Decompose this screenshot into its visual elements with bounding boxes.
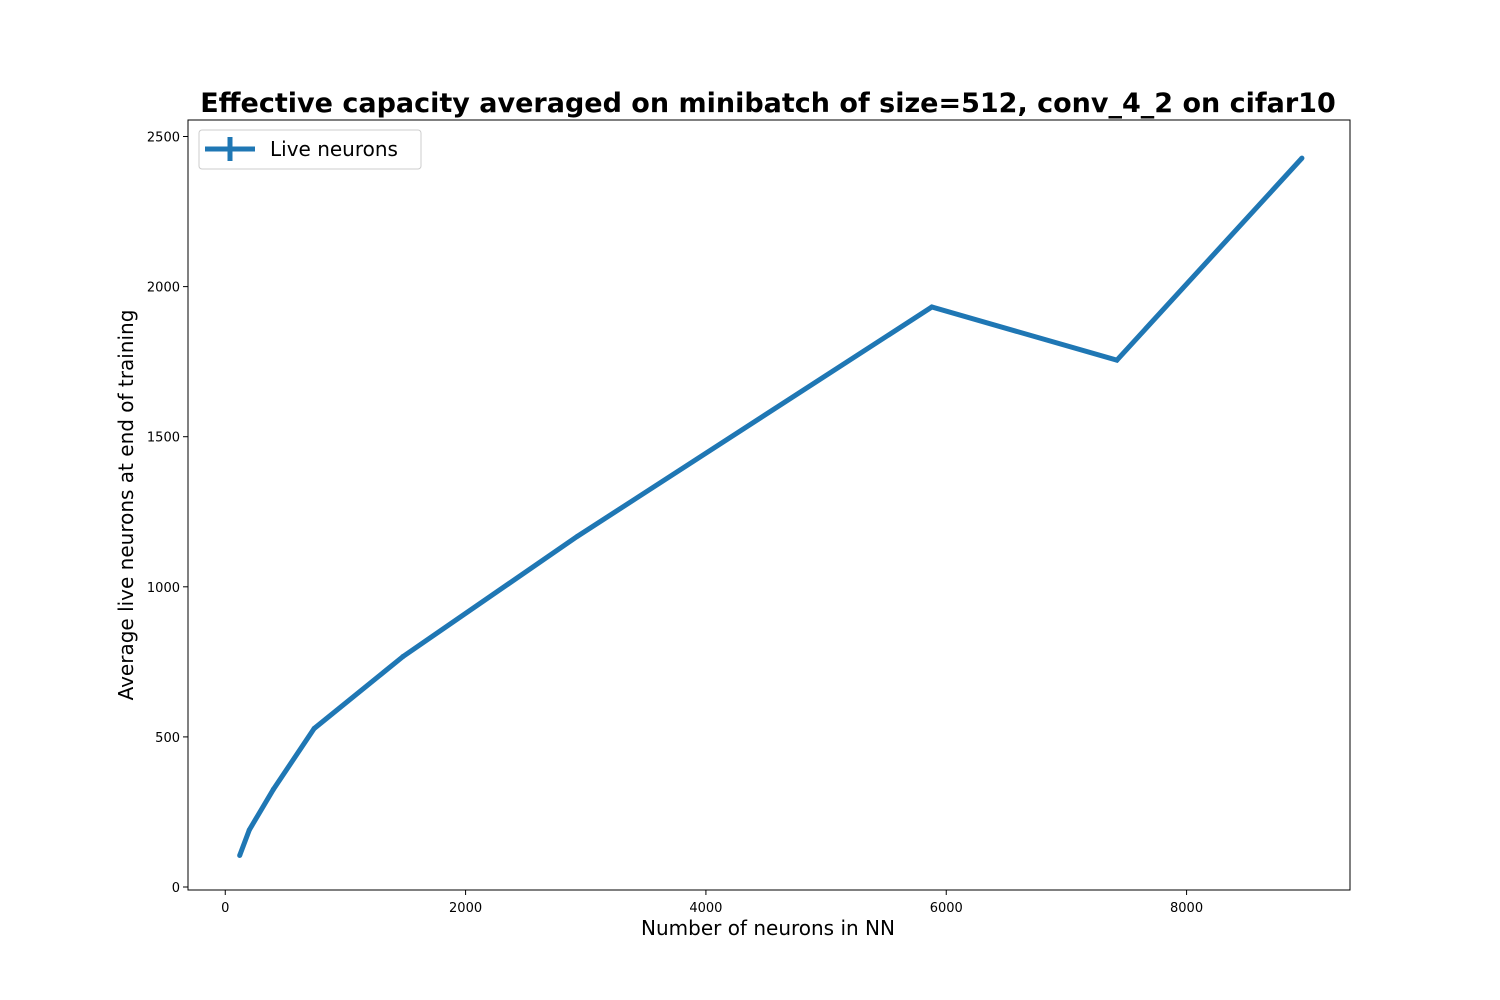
x-tick-label: 2000 (449, 901, 482, 916)
y-tick-label: 0 (172, 881, 180, 896)
data-point (929, 305, 934, 310)
y-tick-label: 1500 (147, 431, 180, 446)
y-tick-label: 2000 (147, 281, 180, 296)
y-tick-label: 2500 (147, 131, 180, 146)
y-tick-label: 500 (155, 731, 180, 746)
data-point (247, 827, 252, 832)
data-point (237, 853, 242, 858)
x-tick-label: 4000 (689, 901, 722, 916)
x-tick-label: 8000 (1170, 901, 1203, 916)
data-point (1299, 156, 1304, 161)
legend: Live neurons (199, 130, 421, 169)
data-point (401, 654, 406, 659)
data-point (575, 534, 580, 539)
x-axis-label: Number of neurons in NN (641, 916, 895, 940)
y-axis-label: Average live neurons at end of training (114, 310, 138, 701)
data-point (1114, 358, 1119, 363)
y-tick-label: 1000 (147, 581, 180, 596)
data-point (312, 726, 317, 731)
legend-label: Live neurons (270, 137, 398, 161)
chart-title: Effective capacity averaged on minibatch… (200, 88, 1336, 119)
data-point (271, 787, 276, 792)
x-tick-label: 6000 (930, 901, 963, 916)
x-tick-label: 0 (221, 901, 229, 916)
